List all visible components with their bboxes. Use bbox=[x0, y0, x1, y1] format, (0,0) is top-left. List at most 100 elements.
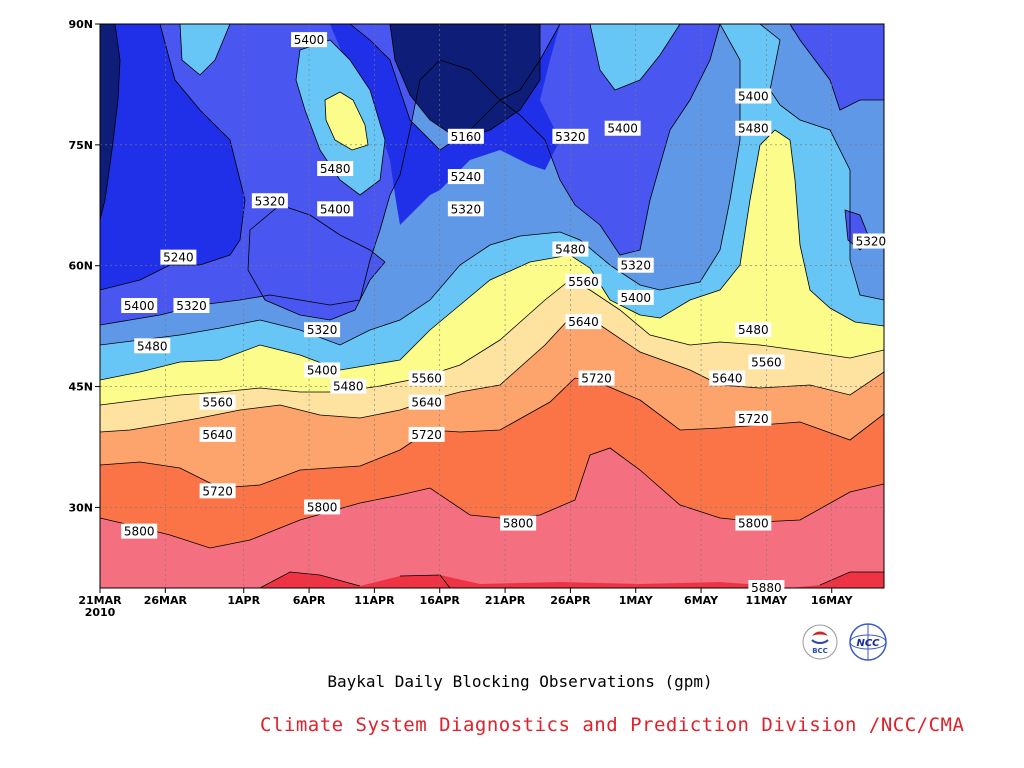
contour-line-5560 bbox=[100, 279, 884, 406]
contour-label-text: 5160 bbox=[451, 130, 482, 144]
contour-label: 5800 bbox=[304, 499, 341, 515]
contour-label-bg bbox=[251, 193, 288, 209]
contour-label: 5640 bbox=[199, 426, 236, 442]
contour-label-text: 5320 bbox=[307, 323, 338, 337]
contour-label-text: 5720 bbox=[202, 484, 233, 498]
contour-label-bg bbox=[617, 257, 654, 273]
contour-label-bg bbox=[852, 233, 889, 249]
contour-label: 5320 bbox=[251, 193, 288, 209]
band-5240 bbox=[100, 24, 560, 290]
contour-label: 5160 bbox=[447, 128, 484, 144]
ncc-logo-icon: NCC bbox=[849, 623, 887, 661]
contour-label-text: 5560 bbox=[202, 396, 233, 410]
contour-label-bg bbox=[500, 515, 537, 531]
contour-label: 5400 bbox=[617, 289, 654, 305]
contour-label: 5400 bbox=[121, 298, 158, 313]
contour-label: 5720 bbox=[578, 370, 615, 386]
pocket-5480-top bbox=[180, 24, 680, 90]
contour-label: 5640 bbox=[408, 394, 445, 410]
contour-label: 5480 bbox=[735, 120, 772, 136]
contour-label-bg bbox=[735, 88, 772, 104]
contour-label: 5800 bbox=[121, 523, 158, 539]
y-tick-label: 45N bbox=[68, 381, 93, 394]
pocket-5320-right bbox=[790, 24, 870, 250]
contour-label: 5480 bbox=[735, 322, 772, 338]
contour-label-text: 5400 bbox=[738, 90, 769, 104]
bcc-logo-text: BCC bbox=[812, 647, 828, 655]
contour-label-text: 5320 bbox=[255, 194, 286, 208]
contour-label: 5560 bbox=[199, 394, 236, 410]
contour-label-text: 5320 bbox=[451, 202, 482, 216]
contour-label-bg bbox=[748, 354, 785, 370]
contour-label-bg bbox=[447, 201, 484, 217]
y-tick-label: 90N bbox=[68, 18, 93, 31]
contour-label-text: 5240 bbox=[163, 251, 194, 265]
contour-label: 5400 bbox=[604, 120, 641, 136]
contour-label-bg bbox=[748, 580, 785, 595]
contour-label-bg bbox=[617, 289, 654, 305]
logos: BCC NCC bbox=[802, 623, 887, 661]
x-tick-label: 6MAY bbox=[684, 594, 719, 607]
pocket-5320-low bbox=[248, 205, 385, 320]
x-tick-label: 11MAY bbox=[746, 594, 789, 607]
contour-label: 5480 bbox=[552, 241, 589, 257]
contour-label-text: 5400 bbox=[124, 299, 155, 313]
contour-label-text: 5720 bbox=[738, 412, 769, 426]
contour-label-bg bbox=[578, 370, 615, 386]
contour-label-text: 5480 bbox=[320, 162, 351, 176]
y-tick-label: 30N bbox=[68, 501, 93, 514]
contour-label-text: 5800 bbox=[738, 517, 769, 531]
contour-label: 5560 bbox=[565, 273, 602, 289]
bcc-logo-icon: BCC bbox=[802, 624, 838, 660]
contour-label-text: 5720 bbox=[411, 428, 442, 442]
contour-label-bg bbox=[330, 378, 367, 394]
x-tick-label: 26APR bbox=[550, 594, 591, 607]
contour-label: 5800 bbox=[735, 515, 772, 531]
x-tick-label: 1MAY bbox=[619, 594, 654, 607]
contour-label-text: 5400 bbox=[607, 122, 638, 136]
contour-label-bg bbox=[447, 128, 484, 144]
contour-label-bg bbox=[317, 161, 354, 177]
contour-label-bg bbox=[199, 483, 236, 499]
contour-label-bg bbox=[735, 410, 772, 426]
contour-label-bg bbox=[604, 120, 641, 136]
contour-label: 5400 bbox=[291, 32, 328, 48]
contour-label: 5880 bbox=[748, 580, 785, 595]
x-tick-label: 11APR bbox=[354, 594, 395, 607]
contour-label-text: 5800 bbox=[307, 500, 338, 514]
contour-label: 5320 bbox=[552, 128, 589, 144]
contour-label-text: 5480 bbox=[333, 380, 364, 394]
contour-label-bg bbox=[735, 120, 772, 136]
contour-line-pockets bbox=[179, 24, 871, 321]
contour-label-bg bbox=[304, 362, 341, 378]
contour-label-text: 5320 bbox=[856, 235, 887, 249]
contour-label: 5720 bbox=[735, 410, 772, 426]
contour-label-text: 5480 bbox=[555, 243, 586, 257]
contour-label-bg bbox=[134, 338, 171, 354]
contour-label-bg bbox=[735, 515, 772, 531]
contour-label-text: 5400 bbox=[320, 202, 351, 216]
contour-label-bg bbox=[199, 426, 236, 442]
contour-label: 5240 bbox=[447, 169, 484, 185]
contour-label-text: 5640 bbox=[411, 396, 442, 410]
contour-label: 5320 bbox=[852, 233, 889, 249]
contour-label-bg bbox=[565, 314, 602, 330]
contour-label: 5400 bbox=[735, 88, 772, 104]
x-tick-label: 2010 bbox=[85, 606, 116, 619]
x-tick-label: 21MAR bbox=[78, 594, 122, 607]
contour-label: 5560 bbox=[408, 370, 445, 386]
contour-label-text: 5560 bbox=[411, 372, 442, 386]
contour-labels: 5400 5160 5320 5400 5400 5480 5480 5240 5320 5400… bbox=[121, 32, 889, 595]
contour-label: 5720 bbox=[408, 426, 445, 442]
x-tick-label: 16MAY bbox=[811, 594, 854, 607]
contour-label: 5320 bbox=[173, 298, 210, 313]
contour-label: 5800 bbox=[500, 515, 537, 531]
contour-label: 5640 bbox=[565, 314, 602, 330]
contour-label-bg bbox=[291, 32, 328, 48]
contour-label-text: 5640 bbox=[202, 428, 233, 442]
contour-label-text: 5720 bbox=[581, 372, 612, 386]
contour-label-bg bbox=[408, 426, 445, 442]
contour-label-bg bbox=[552, 128, 589, 144]
contour-label-text: 5240 bbox=[451, 170, 482, 184]
